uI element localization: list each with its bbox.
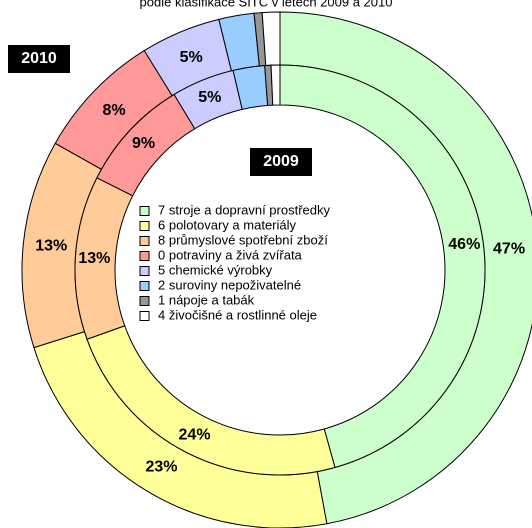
wedge <box>279 64 486 469</box>
data-label: 47% <box>493 240 525 257</box>
data-label: 13% <box>78 250 110 267</box>
legend-swatch <box>139 296 150 306</box>
data-label: 5% <box>198 89 221 106</box>
chart-title: podle klasifikace SITC v letech 2009 a 2… <box>140 0 393 9</box>
series-name: 2009 <box>263 153 299 170</box>
legend-label: 2 suroviny nepoživatelné <box>158 277 301 292</box>
legend-label: 5 chemické výrobky <box>158 262 273 277</box>
data-label: 5% <box>180 49 203 66</box>
legend-swatch <box>139 236 150 246</box>
legend-label: 7 stroje a dopravní prostředky <box>158 202 330 217</box>
data-label: 9% <box>132 135 155 152</box>
year-box <box>250 148 312 176</box>
legend-label: 6 polotovary a materiály <box>158 217 297 232</box>
legend-swatch <box>139 206 150 216</box>
data-label: 24% <box>179 426 211 443</box>
year-box <box>8 45 70 73</box>
data-label: 13% <box>35 237 67 254</box>
wedge <box>270 64 281 106</box>
series-name: 2010 <box>21 50 57 67</box>
data-label: 46% <box>448 236 480 253</box>
legend-swatch <box>139 311 150 321</box>
data-label: 8% <box>103 102 126 119</box>
rings <box>21 11 532 528</box>
data-label: 23% <box>145 458 177 475</box>
legend-label: 0 potraviny a živá zvířata <box>158 247 303 262</box>
legend-label: 1 nápoje a tabák <box>158 292 255 307</box>
legend-swatch <box>139 266 150 276</box>
wedge <box>261 11 281 67</box>
labels: 47% 23% 13% 8% 5% 46% 24% 13% 9% 5% <box>35 49 525 475</box>
legend-label: 8 průmyslové spotřební zboží <box>158 232 328 247</box>
legend-swatch <box>139 221 150 231</box>
legend-swatch <box>139 251 150 261</box>
legend-label: 4 živočišné a rostlinné oleje <box>158 307 317 322</box>
legend-swatch <box>139 281 150 291</box>
